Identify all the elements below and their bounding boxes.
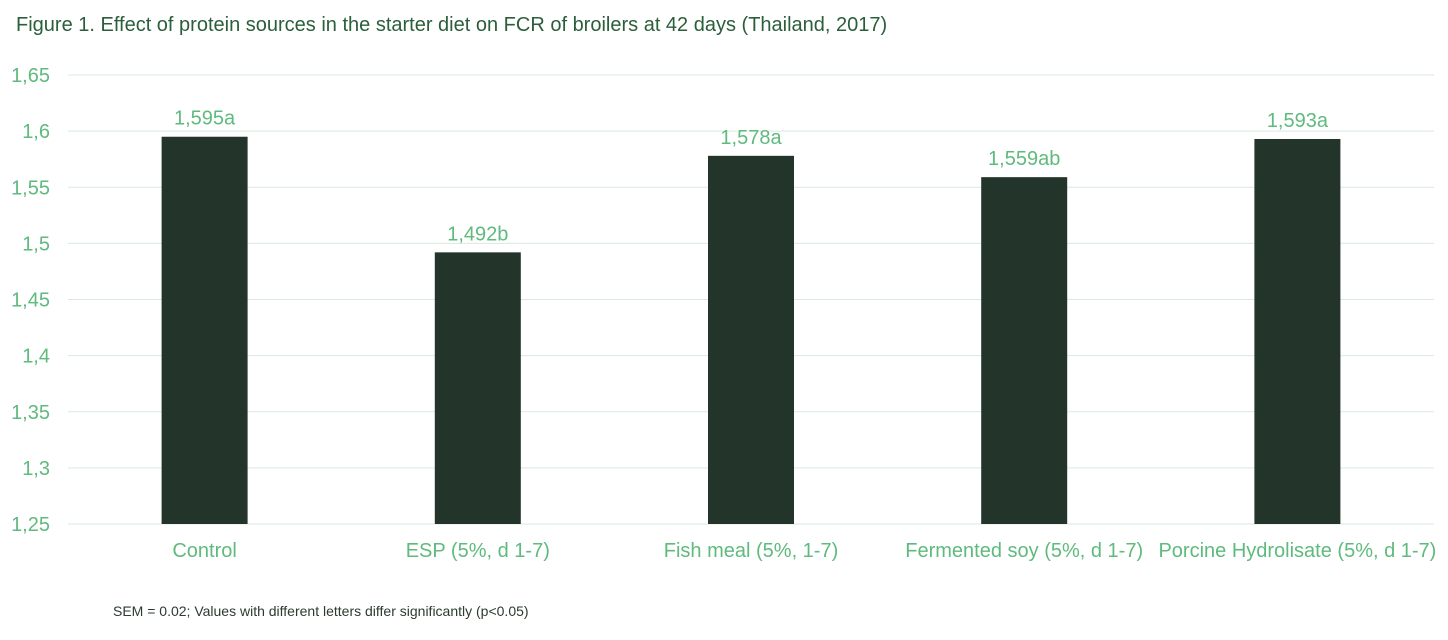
x-category-label: Control bbox=[172, 540, 236, 562]
bars bbox=[161, 136, 1341, 525]
data-label: 1,492b bbox=[447, 223, 508, 245]
x-category-label: Fermented soy (5%, d 1-7) bbox=[905, 540, 1143, 562]
y-tick-label: 1,25 bbox=[11, 514, 50, 536]
data-label: 1,593a bbox=[1267, 110, 1329, 132]
x-axis-categories: Control ESP (5%, d 1-7) Fish meal (5%, 1-7… bbox=[172, 540, 1436, 562]
figure-title: Figure 1. Effect of protein sources in t… bbox=[16, 14, 888, 36]
y-tick-label: 1,45 bbox=[11, 290, 50, 312]
y-tick-label: 1,5 bbox=[22, 233, 50, 255]
bar bbox=[708, 155, 794, 524]
y-tick-label: 1,3 bbox=[22, 458, 50, 480]
data-label: 1,578a bbox=[720, 127, 782, 149]
y-tick-label: 1,55 bbox=[11, 177, 50, 199]
x-category-label: Fish meal (5%, 1-7) bbox=[664, 540, 839, 562]
x-category-label: Porcine Hydrolisate (5%, d 1-7) bbox=[1158, 540, 1436, 562]
footnote: SEM = 0.02; Values with different letter… bbox=[113, 603, 529, 619]
data-labels: 1,595a 1,492b 1,578a 1,559ab 1,593a bbox=[174, 108, 1329, 246]
x-category-label: ESP (5%, d 1-7) bbox=[406, 540, 550, 562]
y-axis-ticks: 1,25 1,3 1,35 1,4 1,45 1,5 1,55 1,6 1,65 bbox=[11, 65, 50, 536]
bar bbox=[981, 177, 1068, 524]
y-tick-label: 1,4 bbox=[22, 346, 50, 368]
y-tick-label: 1,65 bbox=[11, 65, 50, 87]
y-tick-label: 1,35 bbox=[11, 402, 50, 424]
bar bbox=[434, 252, 521, 525]
bar-chart: 1,251,31,351,41,451,51,551,61,65 1,595a1… bbox=[11, 65, 1436, 562]
data-label: 1,595a bbox=[174, 108, 236, 130]
data-label: 1,559ab bbox=[988, 148, 1060, 170]
bar bbox=[161, 136, 248, 525]
y-tick-label: 1,6 bbox=[22, 121, 50, 143]
bar bbox=[1254, 138, 1341, 525]
